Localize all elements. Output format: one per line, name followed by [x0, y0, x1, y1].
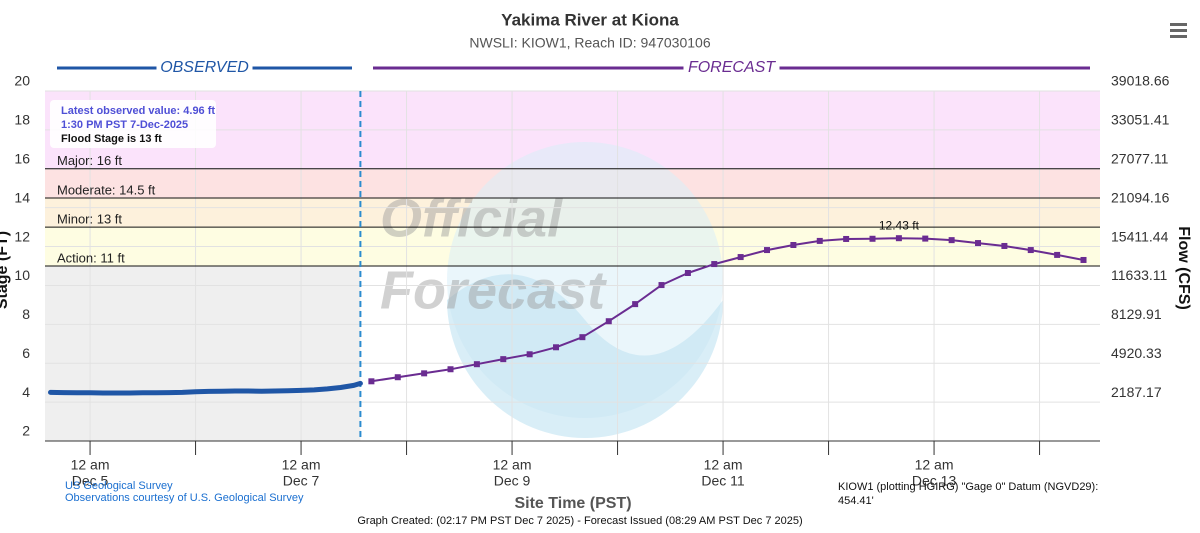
- y-tick-label: 18: [14, 112, 30, 128]
- forecast-point: [447, 366, 454, 373]
- y2-axis-title: Flow (CFS): [1175, 226, 1192, 310]
- forecast-point: [500, 356, 507, 363]
- x-tick-label: Dec 11: [701, 473, 745, 489]
- forecast-point: [579, 334, 586, 341]
- forecast-point: [1080, 256, 1087, 263]
- y2-tick-label: 15411.44: [1111, 228, 1169, 244]
- info-text: 1:30 PM PST 7-Dec-2025: [61, 119, 188, 131]
- chart-subtitle: NWSLI: KIOW1, Reach ID: 947030106: [469, 35, 710, 51]
- info-box: [50, 100, 216, 148]
- forecast-point: [975, 240, 982, 247]
- info-text: Latest observed value: 4.96 ft: [61, 105, 215, 117]
- forecast-point: [1054, 251, 1061, 258]
- forecast-point: [790, 242, 797, 248]
- x-tick-label: 12 am: [282, 457, 321, 473]
- y-tick-label: 14: [14, 189, 30, 205]
- x-tick-label: Dec 7: [283, 473, 320, 489]
- forecast-point: [737, 254, 744, 261]
- x-axis-title: Site Time (PST): [514, 495, 631, 512]
- y-tick-label: 4: [22, 384, 30, 400]
- watermark-logo-wave: [447, 274, 723, 438]
- peak-label: 12.43 ft: [879, 218, 920, 232]
- forecast-point: [394, 374, 401, 381]
- forecast-point: [816, 237, 823, 244]
- datum-text: KIOW1 (plotting HGIRG) "Gage 0" Datum (N…: [838, 481, 1098, 493]
- forecast-point: [421, 370, 428, 377]
- forecast-point: [368, 378, 375, 385]
- legend-label: OBSERVED: [160, 59, 249, 76]
- y-tick-label: 16: [14, 150, 30, 166]
- y2-tick-label: 27077.11: [1111, 150, 1169, 166]
- y2-tick-label: 4920.33: [1111, 345, 1162, 361]
- y2-tick-label: 2187.17: [1111, 384, 1162, 400]
- forecast-point: [922, 235, 929, 242]
- x-tick-label: 12 am: [704, 457, 743, 473]
- x-tick-label: Dec 13: [912, 473, 957, 489]
- flood-label: Moderate: 14.5 ft: [57, 182, 156, 197]
- chart-title: Yakima River at Kiona: [501, 10, 679, 29]
- y-tick-label: 8: [22, 306, 30, 322]
- y-tick-label: 20: [14, 73, 30, 89]
- forecast-point: [632, 301, 639, 308]
- created-text: Graph Created: (02:17 PM PST Dec 7 2025)…: [357, 515, 802, 527]
- legend-label: FORECAST: [688, 59, 776, 76]
- x-tick-label: 12 am: [493, 457, 532, 473]
- forecast-point: [658, 282, 665, 289]
- forecast-point: [895, 235, 902, 242]
- flood-label: Minor: 13 ft: [57, 212, 122, 227]
- y-tick-label: 2: [22, 423, 30, 439]
- forecast-point: [1001, 242, 1008, 249]
- forecast-point: [711, 261, 718, 268]
- forecast-line: [370, 237, 1085, 383]
- y2-tick-label: 39018.66: [1111, 73, 1170, 89]
- forecast-point: [764, 247, 771, 254]
- forecast-point: [605, 318, 612, 325]
- watermark-text: Forecast: [380, 260, 607, 320]
- menu-bar[interactable]: [1170, 23, 1187, 26]
- flood-label: Major: 16 ft: [57, 153, 122, 168]
- x-tick-label: Dec 5: [72, 473, 109, 489]
- y2-tick-label: 11633.11: [1111, 267, 1168, 283]
- forecast-point: [1027, 247, 1034, 254]
- forecast-point: [843, 235, 850, 242]
- datum-text: 454.41': [838, 495, 874, 507]
- menu-bar[interactable]: [1170, 29, 1187, 32]
- forecast-point: [473, 361, 480, 368]
- y-tick-label: 12: [14, 228, 30, 244]
- y2-tick-label: 33051.41: [1111, 112, 1170, 128]
- source-link[interactable]: US Geological Survey: [65, 480, 173, 492]
- x-tick-label: Dec 9: [494, 473, 531, 489]
- forecast-point: [526, 351, 533, 358]
- forecast-point: [553, 344, 560, 351]
- info-text: Flood Stage is 13 ft: [61, 133, 162, 145]
- y2-tick-label: 21094.16: [1111, 189, 1170, 205]
- legend-label-bg: [683, 60, 780, 76]
- y-tick-label: 10: [14, 267, 30, 283]
- y2-tick-label: 8129.91: [1111, 306, 1162, 322]
- y-axis-title: Stage (FT): [0, 231, 11, 309]
- x-tick-label: 12 am: [915, 457, 954, 473]
- observed-line: [48, 380, 363, 396]
- courtesy-text: Observations courtesy of U.S. Geological…: [65, 492, 304, 504]
- observed-background: [45, 266, 361, 441]
- forecast-point: [869, 235, 876, 242]
- y-tick-label: 6: [22, 345, 30, 361]
- x-tick-label: 12 am: [71, 457, 110, 473]
- watermark-text: Official: [380, 188, 563, 248]
- forecast-point: [948, 237, 955, 244]
- flood-label: Action: 11 ft: [57, 250, 125, 265]
- forecast-point: [684, 270, 691, 276]
- legend-label-bg: [156, 60, 253, 76]
- menu-bar[interactable]: [1170, 35, 1187, 38]
- menu-icon[interactable]: [1170, 23, 1187, 38]
